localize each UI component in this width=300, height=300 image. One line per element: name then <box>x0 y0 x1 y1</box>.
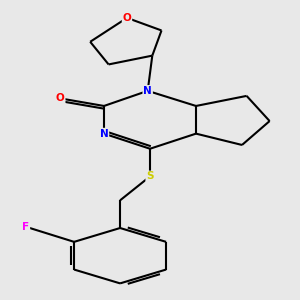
Text: F: F <box>22 222 29 232</box>
Text: S: S <box>146 171 154 182</box>
Text: O: O <box>123 13 131 23</box>
Text: N: N <box>143 86 152 96</box>
Text: N: N <box>100 129 108 139</box>
Text: O: O <box>56 93 65 103</box>
